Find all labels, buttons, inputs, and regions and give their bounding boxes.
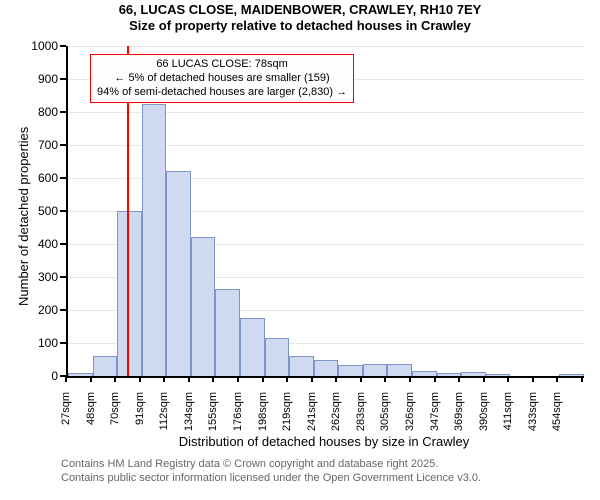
histogram-bar <box>166 171 191 376</box>
xtick-label: 112sqm <box>158 392 170 442</box>
ytick-mark <box>60 309 66 311</box>
xtick-label: 326sqm <box>404 392 416 442</box>
xtick-label: 219sqm <box>281 392 293 442</box>
xtick-label: 262sqm <box>330 392 342 442</box>
ytick-label: 500 <box>38 204 58 218</box>
xtick-mark <box>139 376 141 382</box>
histogram-bar <box>191 237 216 376</box>
attribution: Contains HM Land Registry data © Crown c… <box>61 458 481 486</box>
xtick-mark <box>262 376 264 382</box>
xtick-label: 48sqm <box>85 392 97 442</box>
ytick-mark <box>60 111 66 113</box>
ytick-mark <box>60 177 66 179</box>
histogram-bar <box>117 211 142 376</box>
chart-title: 66, LUCAS CLOSE, MAIDENBOWER, CRAWLEY, R… <box>0 2 600 35</box>
histogram-bar <box>338 365 363 376</box>
ytick-label: 100 <box>38 336 58 350</box>
ytick-label: 900 <box>38 72 58 86</box>
xtick-label: 134sqm <box>183 392 195 442</box>
marker-annotation: 66 LUCAS CLOSE: 78sqm← 5% of detached ho… <box>90 54 354 103</box>
attrib-line1: Contains HM Land Registry data © Crown c… <box>61 458 481 472</box>
xtick-mark <box>65 376 67 382</box>
gridline <box>68 46 584 47</box>
histogram-bar <box>363 364 388 376</box>
xtick-label: 433sqm <box>527 392 539 442</box>
xtick-mark <box>286 376 288 382</box>
histogram-bar <box>387 364 412 376</box>
xtick-mark <box>434 376 436 382</box>
ytick-mark <box>60 78 66 80</box>
xtick-label: 305sqm <box>379 392 391 442</box>
ytick-mark <box>60 210 66 212</box>
xtick-label: 176sqm <box>232 392 244 442</box>
ytick-label: 300 <box>38 270 58 284</box>
xtick-mark <box>409 376 411 382</box>
marker-line1: 66 LUCAS CLOSE: 78sqm <box>97 58 347 72</box>
xtick-label: 241sqm <box>306 392 318 442</box>
xtick-mark <box>458 376 460 382</box>
ytick-label: 0 <box>51 369 58 383</box>
title-line1: 66, LUCAS CLOSE, MAIDENBOWER, CRAWLEY, R… <box>0 2 600 18</box>
xtick-label: 70sqm <box>109 392 121 442</box>
xtick-label: 283sqm <box>355 392 367 442</box>
attrib-line2: Contains public sector information licen… <box>61 472 481 486</box>
title-line2: Size of property relative to detached ho… <box>0 18 600 34</box>
ytick-label: 600 <box>38 171 58 185</box>
xtick-mark <box>556 376 558 382</box>
xtick-mark <box>360 376 362 382</box>
y-axis-label: Number of detached properties <box>16 127 31 306</box>
xtick-mark <box>237 376 239 382</box>
histogram-bar <box>93 356 118 376</box>
xtick-mark <box>384 376 386 382</box>
marker-line2: ← 5% of detached houses are smaller (159… <box>97 72 347 86</box>
ytick-mark <box>60 276 66 278</box>
xtick-mark <box>311 376 313 382</box>
histogram-bar <box>265 338 290 376</box>
xtick-label: 155sqm <box>207 392 219 442</box>
xtick-mark <box>188 376 190 382</box>
xtick-label: 369sqm <box>453 392 465 442</box>
xtick-label: 91sqm <box>134 392 146 442</box>
ytick-mark <box>60 144 66 146</box>
xtick-mark <box>163 376 165 382</box>
xtick-mark <box>581 376 583 382</box>
ytick-label: 700 <box>38 138 58 152</box>
xtick-mark <box>507 376 509 382</box>
xtick-label: 411sqm <box>502 392 514 442</box>
histogram-bar <box>289 356 314 376</box>
histogram-bar <box>240 318 265 376</box>
histogram-bar <box>142 104 167 376</box>
ytick-mark <box>60 342 66 344</box>
ytick-mark <box>60 243 66 245</box>
xtick-label: 454sqm <box>551 392 563 442</box>
ytick-label: 200 <box>38 303 58 317</box>
ytick-label: 800 <box>38 105 58 119</box>
ytick-mark <box>60 45 66 47</box>
xtick-mark <box>335 376 337 382</box>
xtick-label: 198sqm <box>257 392 269 442</box>
xtick-mark <box>212 376 214 382</box>
xtick-label: 347sqm <box>429 392 441 442</box>
ytick-label: 400 <box>38 237 58 251</box>
marker-line3: 94% of semi-detached houses are larger (… <box>97 86 347 100</box>
xtick-mark <box>114 376 116 382</box>
histogram-bar <box>314 360 339 377</box>
xtick-mark <box>532 376 534 382</box>
xtick-label: 27sqm <box>60 392 72 442</box>
histogram-bar <box>215 289 240 376</box>
xtick-mark <box>483 376 485 382</box>
ytick-label: 1000 <box>31 39 58 53</box>
xtick-mark <box>90 376 92 382</box>
xtick-label: 390sqm <box>478 392 490 442</box>
